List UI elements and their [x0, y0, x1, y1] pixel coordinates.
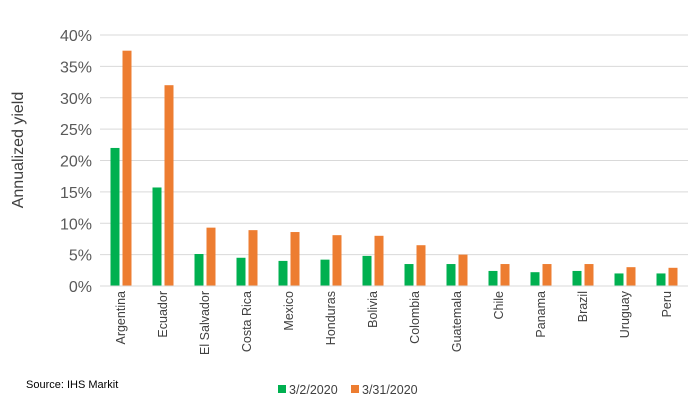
y-tick-label: 20%: [60, 154, 92, 171]
x-category-label: Guatemala: [450, 291, 464, 352]
x-category-label: Bolivia: [366, 291, 380, 328]
bar-series1: [488, 270, 498, 286]
x-category-label: Panama: [534, 291, 548, 338]
bar-series2: [122, 50, 132, 286]
legend-swatch: [278, 385, 286, 393]
bar-series1: [362, 255, 372, 286]
x-category-label: Chile: [492, 291, 506, 320]
bar-series2: [668, 267, 678, 286]
x-category-label: Uruguay: [618, 290, 632, 338]
bar-series1: [572, 270, 582, 286]
x-category-label: Brazil: [576, 291, 590, 322]
bar-series2: [500, 264, 510, 286]
legend: 3/2/2020 3/31/2020: [278, 383, 418, 397]
bar-series2: [458, 254, 468, 286]
x-category-label: Mexico: [282, 291, 296, 331]
legend-swatch: [351, 385, 359, 393]
x-category-label: Colombia: [408, 291, 422, 344]
bar-series1: [236, 257, 246, 286]
x-category-label: Honduras: [324, 291, 338, 345]
bar-series1: [320, 259, 330, 286]
x-category-label: Peru: [660, 291, 674, 317]
x-axis-categories: Argentina Ecuador El Salvador Costa Rica Mex…: [114, 290, 674, 355]
bar-series2: [164, 85, 174, 286]
bar-series1: [278, 260, 288, 286]
bar-series2: [332, 235, 342, 286]
bar-series1: [530, 272, 540, 286]
y-tick-label: 35%: [60, 59, 92, 76]
y-axis-ticks: 0% 5% 10% 15% 20% 25% 30% 35% 40%: [60, 28, 92, 296]
bar-series1: [194, 253, 204, 286]
y-tick-label: 10%: [60, 216, 92, 233]
bar-series2: [206, 227, 216, 286]
bar-series2: [542, 264, 552, 286]
y-tick-label: 25%: [60, 122, 92, 139]
gridlines: [100, 34, 688, 256]
bar-series1: [656, 273, 666, 286]
bar-series1: [404, 264, 414, 286]
bar-series1: [152, 187, 162, 286]
bar-series1: [446, 264, 456, 286]
bars: [110, 50, 678, 286]
legend-label: 3/31/2020: [362, 383, 418, 397]
bar-series2: [584, 264, 594, 286]
y-tick-label: 0%: [69, 279, 92, 296]
y-tick-label: 5%: [69, 248, 92, 265]
bar-series2: [248, 230, 258, 286]
x-category-label: Ecuador: [156, 291, 170, 338]
x-category-label: Argentina: [114, 291, 128, 345]
bar-series1: [614, 273, 624, 286]
bar-series2: [374, 235, 384, 286]
x-category-label: Costa Rica: [240, 291, 254, 352]
bar-series2: [290, 232, 300, 286]
source-note: Source: IHS Markit: [26, 379, 118, 391]
x-category-label: El Salvador: [198, 291, 212, 355]
y-tick-label: 30%: [60, 91, 92, 108]
y-tick-label: 15%: [60, 185, 92, 202]
y-tick-label: 40%: [60, 28, 92, 45]
bar-series2: [626, 267, 636, 286]
y-axis-title: Annualized yield: [10, 92, 27, 209]
bar-series2: [416, 245, 426, 286]
legend-label: 3/2/2020: [289, 383, 338, 397]
bar-series1: [110, 147, 120, 286]
